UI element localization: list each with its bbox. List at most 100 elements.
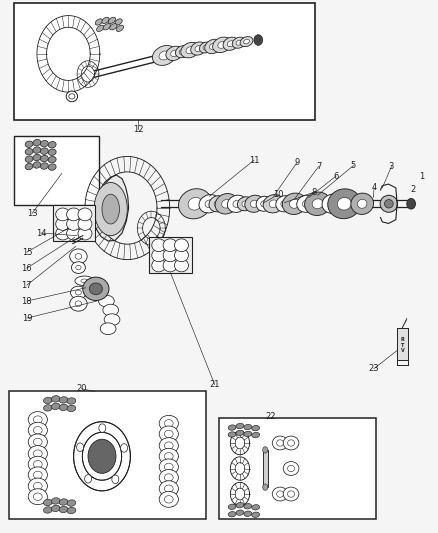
Ellipse shape [28, 434, 47, 450]
Ellipse shape [228, 504, 236, 510]
Text: 3: 3 [389, 162, 394, 171]
Ellipse shape [236, 423, 244, 429]
Ellipse shape [102, 194, 120, 224]
Ellipse shape [228, 512, 236, 517]
Ellipse shape [380, 195, 398, 212]
Ellipse shape [48, 149, 56, 156]
Ellipse shape [297, 195, 316, 212]
Ellipse shape [40, 155, 48, 162]
Ellipse shape [51, 498, 60, 504]
Ellipse shape [244, 431, 252, 437]
Ellipse shape [205, 39, 222, 54]
Ellipse shape [56, 208, 70, 221]
Ellipse shape [152, 249, 166, 262]
Ellipse shape [195, 45, 202, 52]
Ellipse shape [152, 45, 177, 66]
Ellipse shape [328, 189, 361, 219]
Ellipse shape [215, 193, 238, 214]
Ellipse shape [227, 41, 234, 47]
Ellipse shape [81, 279, 88, 282]
Polygon shape [93, 175, 129, 241]
Ellipse shape [214, 200, 221, 207]
Ellipse shape [209, 43, 217, 50]
Ellipse shape [159, 426, 178, 442]
Text: 6: 6 [333, 172, 339, 181]
Ellipse shape [48, 164, 56, 171]
Text: 8: 8 [311, 188, 317, 197]
Ellipse shape [59, 397, 68, 403]
Text: 21: 21 [209, 380, 220, 389]
Ellipse shape [110, 23, 117, 30]
Ellipse shape [277, 440, 284, 446]
Ellipse shape [76, 265, 81, 270]
Text: 12: 12 [133, 125, 144, 134]
Ellipse shape [56, 227, 70, 240]
Ellipse shape [75, 301, 82, 306]
Bar [14, 3, 315, 120]
Ellipse shape [28, 456, 47, 472]
Ellipse shape [96, 25, 104, 31]
Text: 13: 13 [27, 209, 37, 218]
Ellipse shape [78, 208, 92, 221]
Text: 11: 11 [249, 156, 259, 165]
Ellipse shape [236, 40, 242, 45]
Ellipse shape [67, 507, 76, 514]
Ellipse shape [104, 314, 120, 326]
Ellipse shape [25, 156, 33, 163]
Text: 10: 10 [273, 190, 283, 199]
Ellipse shape [163, 239, 177, 252]
Text: 14: 14 [35, 229, 46, 238]
Ellipse shape [304, 192, 331, 215]
Ellipse shape [263, 447, 268, 453]
Ellipse shape [159, 438, 178, 454]
Ellipse shape [43, 405, 52, 411]
Ellipse shape [269, 200, 278, 207]
Ellipse shape [67, 405, 76, 411]
Ellipse shape [312, 199, 323, 209]
Text: 23: 23 [369, 364, 379, 373]
Ellipse shape [283, 436, 299, 450]
Text: 20: 20 [76, 384, 87, 393]
Ellipse shape [244, 504, 252, 509]
Ellipse shape [163, 249, 177, 262]
Circle shape [99, 424, 106, 432]
Ellipse shape [95, 19, 102, 25]
Ellipse shape [28, 478, 47, 494]
Ellipse shape [43, 397, 52, 403]
Ellipse shape [244, 424, 252, 430]
Ellipse shape [159, 470, 178, 486]
Ellipse shape [174, 239, 188, 252]
Ellipse shape [71, 262, 85, 273]
Ellipse shape [164, 453, 173, 460]
Circle shape [112, 475, 119, 483]
Ellipse shape [283, 462, 299, 475]
Ellipse shape [288, 440, 294, 446]
Ellipse shape [232, 37, 246, 49]
Ellipse shape [115, 19, 122, 25]
Ellipse shape [89, 283, 102, 295]
Ellipse shape [25, 149, 33, 155]
Ellipse shape [164, 485, 173, 492]
Ellipse shape [288, 491, 294, 497]
Ellipse shape [385, 199, 393, 208]
Ellipse shape [75, 254, 82, 259]
Ellipse shape [25, 141, 33, 148]
Ellipse shape [252, 432, 260, 438]
Bar [10, 391, 206, 519]
Ellipse shape [67, 500, 76, 506]
Ellipse shape [218, 42, 226, 49]
Circle shape [88, 439, 116, 473]
Ellipse shape [100, 323, 116, 335]
Ellipse shape [236, 510, 244, 515]
Ellipse shape [263, 484, 268, 490]
Ellipse shape [59, 499, 68, 505]
Ellipse shape [40, 163, 48, 169]
Ellipse shape [174, 249, 188, 262]
Ellipse shape [51, 403, 60, 409]
Ellipse shape [164, 419, 173, 427]
Ellipse shape [59, 506, 68, 513]
Ellipse shape [116, 25, 124, 31]
Ellipse shape [67, 217, 81, 230]
Ellipse shape [43, 499, 52, 506]
Ellipse shape [222, 199, 231, 208]
